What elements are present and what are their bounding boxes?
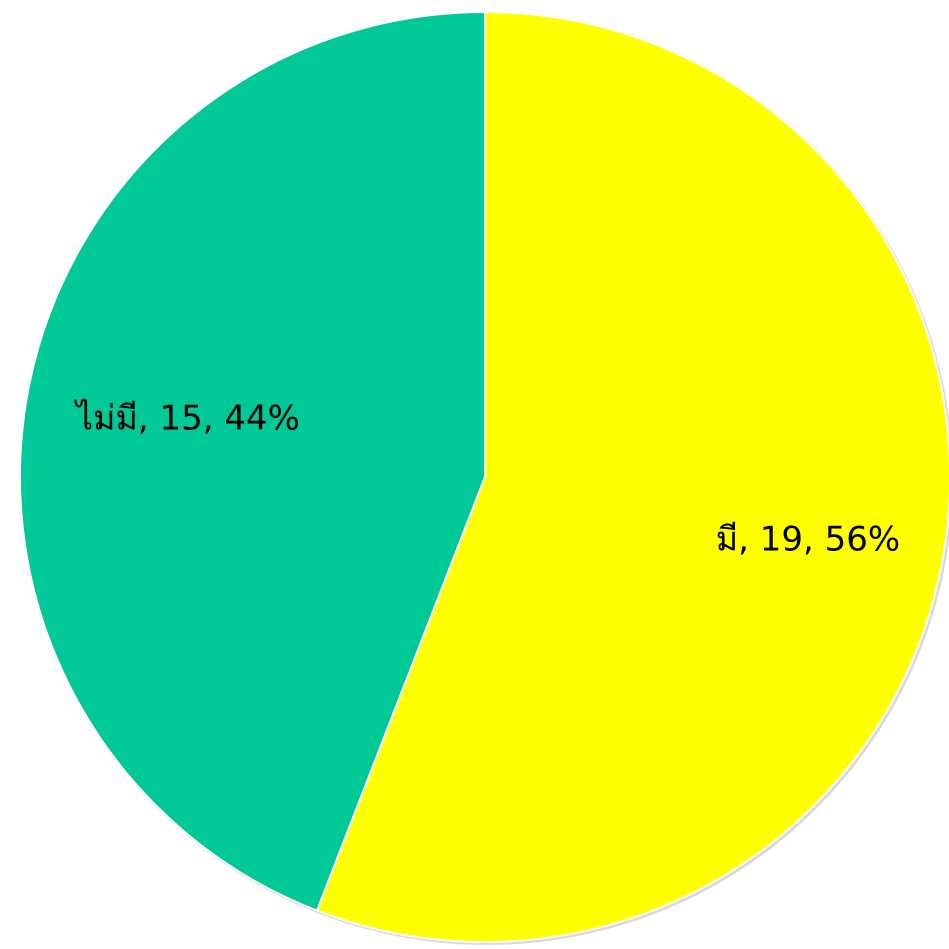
pie-data-labels: มี, 19, 56% ไม่มี, 15, 44%: [73, 399, 900, 560]
data-label-mai-mee: ไม่มี, 15, 44%: [73, 399, 300, 439]
slice-mee: [315, 10, 949, 943]
slice-mai-mee: [19, 10, 486, 912]
pie-slices: [19, 10, 949, 943]
data-label-mee: มี, 19, 56%: [716, 520, 900, 560]
